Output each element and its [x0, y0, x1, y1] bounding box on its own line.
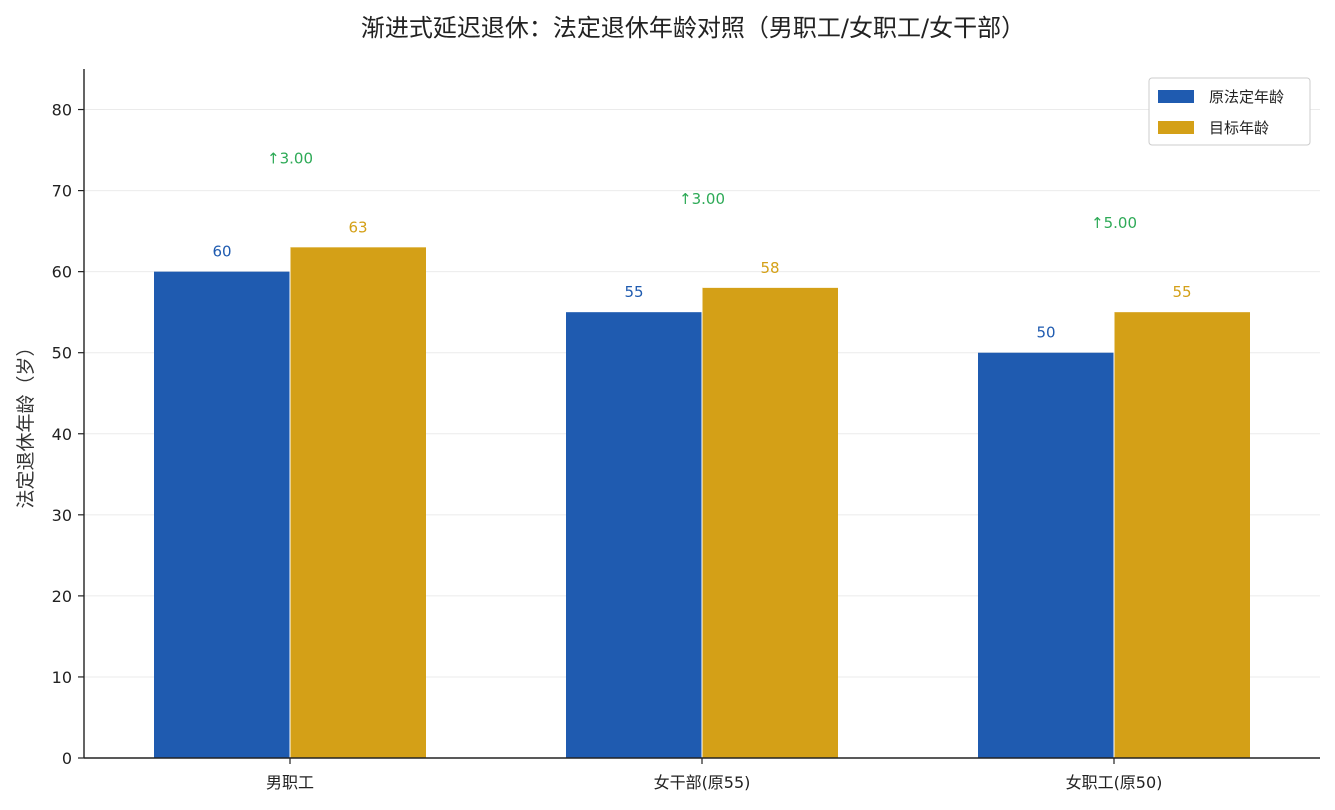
y-tick-label: 0: [62, 749, 72, 768]
bar: [702, 287, 838, 758]
increase-annotation: ↑5.00: [1091, 214, 1137, 232]
y-tick-label: 10: [52, 668, 72, 687]
chart-title: 渐进式延迟退休：法定退休年龄对照（男职工/女职工/女干部）: [361, 14, 1025, 42]
x-tick-label: 女职工(原50): [1066, 773, 1163, 792]
x-tick-label: 男职工: [266, 773, 314, 792]
legend-swatch: [1158, 121, 1194, 134]
legend-swatch: [1158, 90, 1194, 103]
y-tick-label: 40: [52, 425, 72, 444]
bar-value-label: 55: [1172, 283, 1191, 301]
bar: [154, 271, 290, 758]
y-tick-label: 20: [52, 587, 72, 606]
y-tick-label: 80: [52, 101, 72, 120]
bar-value-label: 50: [1036, 324, 1055, 342]
bar: [566, 312, 702, 758]
bar: [290, 247, 426, 758]
bar: [1114, 312, 1250, 758]
y-axis-label: 法定退休年龄（岁）: [15, 337, 37, 508]
bar: [978, 352, 1114, 758]
y-tick-label: 70: [52, 182, 72, 201]
increase-annotation: ↑3.00: [267, 149, 313, 167]
bar-value-label: 55: [624, 283, 643, 301]
data-labels: 60 63 ↑3.00 55 58 ↑3.00 50 55 ↑5.00: [212, 149, 1191, 341]
legend-label: 原法定年龄: [1209, 88, 1284, 106]
bar-value-label: 58: [760, 259, 779, 277]
y-tick-label: 60: [52, 263, 72, 282]
x-tick-label: 女干部(原55): [654, 773, 751, 792]
bar-value-label: 63: [348, 218, 367, 236]
bar-value-label: 60: [212, 243, 231, 261]
axes: 0 10 20 30 40 50 60 70 80 男职工 女干部(原55) 女职工(原50): [52, 69, 1320, 792]
y-tick-label: 30: [52, 506, 72, 525]
increase-annotation: ↑3.00: [679, 190, 725, 208]
y-tick-label: 50: [52, 344, 72, 363]
bars: [154, 247, 1250, 758]
legend-label: 目标年龄: [1209, 119, 1269, 137]
